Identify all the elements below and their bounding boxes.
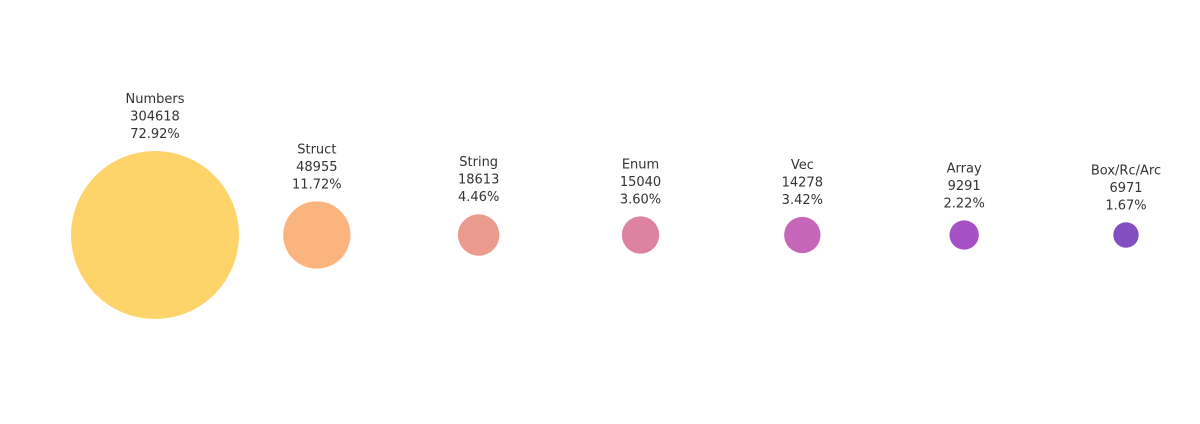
value-label: 304618 [130,110,180,125]
value-label: 18613 [458,173,499,188]
value-label: 48955 [296,160,337,175]
bubble-box-rc-arc [1113,222,1139,248]
value-label: 14278 [782,175,823,190]
value-label: 6971 [1109,181,1142,196]
bubble-numbers [71,151,239,319]
bubble-struct [283,201,351,269]
bubble-enum [621,216,660,254]
percent-label: 1.67% [1105,198,1146,213]
percent-label: 2.22% [944,196,985,211]
category-label: String [459,155,498,170]
category-label: Struct [297,142,336,157]
category-label: Numbers [126,92,185,107]
percent-label: 3.60% [620,192,661,207]
category-label: Vec [791,158,814,173]
value-label: 15040 [620,175,661,190]
category-label: Array [947,161,982,176]
bubble-string [457,214,500,256]
bubble-array [949,220,979,250]
percent-label: 4.46% [458,190,499,205]
category-label: Enum [622,157,659,172]
category-label: Box/Rc/Arc [1091,163,1161,178]
percent-label: 72.92% [130,127,180,142]
value-label: 9291 [948,179,981,194]
percent-label: 11.72% [292,177,342,192]
bubble-vec [784,216,821,254]
percent-label: 3.42% [782,193,823,208]
